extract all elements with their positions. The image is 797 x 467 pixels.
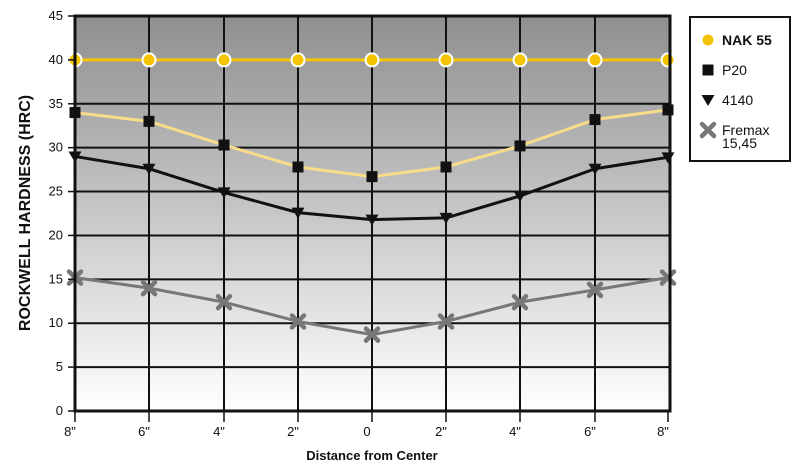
y-tick-label: 10 — [49, 315, 63, 330]
x-tick-label: 8" — [64, 424, 76, 439]
x-tick-label: 6" — [584, 424, 596, 439]
data-point-fremax-15-45 — [289, 313, 307, 330]
data-point-p20 — [292, 161, 304, 173]
y-axis-title: ROCKWELL HARDNESS (HRC) — [17, 95, 34, 331]
data-point-p20 — [589, 114, 601, 126]
series-layer — [66, 52, 677, 343]
legend-item-4140: 4140 — [701, 92, 753, 108]
x-tick-label: 6" — [138, 424, 150, 439]
legend-marker-fremax-15-45 — [699, 121, 717, 139]
data-point-4140 — [217, 187, 231, 199]
x-tick-label: 4" — [509, 424, 521, 439]
legend-item-p20: P20 — [702, 62, 747, 78]
x-axis-title: Distance from Center — [306, 448, 437, 463]
legend-label: Fremax — [722, 122, 769, 138]
data-point-4140 — [588, 163, 602, 175]
legend-marker-nak-55 — [700, 32, 716, 48]
legend-marker-p20 — [702, 64, 714, 76]
y-axis-ticks: 0 5 10 15 20 25 30 35 40 45 — [49, 8, 75, 418]
series-fremax-15-45 — [66, 269, 677, 343]
y-tick-label: 5 — [56, 359, 63, 374]
data-point-fremax-15-45 — [586, 281, 604, 299]
y-tick-label: 30 — [49, 140, 63, 155]
data-point-nak-55 — [290, 52, 306, 68]
data-point-fremax-15-45 — [511, 293, 529, 311]
data-point-fremax-15-45 — [215, 293, 233, 311]
data-point-4140 — [142, 163, 156, 175]
data-point-nak-55 — [216, 52, 232, 68]
y-tick-label: 0 — [56, 403, 63, 418]
data-point-fremax-15-45 — [659, 269, 677, 286]
x-tick-label: 4" — [213, 424, 225, 439]
data-point-p20 — [440, 161, 452, 173]
legend-label: 15,45 — [722, 135, 757, 151]
data-point-nak-55 — [438, 52, 454, 68]
data-point-4140 — [513, 190, 527, 202]
y-tick-label: 25 — [49, 184, 63, 199]
data-point-p20 — [143, 115, 155, 127]
x-axis-ticks: 8" 6" 4" 2" 0 2" 4" 6" 8" — [64, 411, 669, 439]
y-tick-label: 35 — [49, 96, 63, 111]
data-point-p20 — [366, 171, 378, 183]
y-tick-label: 40 — [49, 52, 63, 67]
data-point-nak-55 — [660, 52, 676, 68]
data-point-4140 — [365, 214, 379, 226]
x-tick-label: 2" — [287, 424, 299, 439]
series-nak-55 — [67, 52, 676, 68]
data-point-fremax-15-45 — [140, 279, 158, 297]
data-point-nak-55 — [512, 52, 528, 68]
data-point-p20 — [218, 139, 230, 151]
data-point-nak-55 — [587, 52, 603, 68]
legend-label: P20 — [722, 62, 747, 78]
data-point-nak-55 — [141, 52, 157, 68]
data-point-fremax-15-45 — [363, 326, 381, 343]
data-point-4140 — [439, 212, 453, 224]
legend-item-nak-55: NAK 55 — [700, 32, 772, 48]
legend-label: NAK 55 — [722, 32, 772, 48]
y-tick-label: 20 — [49, 227, 63, 242]
data-point-4140 — [291, 207, 305, 219]
legend-marker-4140 — [701, 95, 715, 106]
y-tick-label: 15 — [49, 271, 63, 286]
y-tick-label: 45 — [49, 8, 63, 23]
data-point-p20 — [514, 140, 526, 152]
data-point-fremax-15-45 — [437, 313, 455, 330]
x-tick-label: 8" — [657, 424, 669, 439]
legend-label: 4140 — [722, 92, 753, 108]
data-point-p20 — [662, 104, 674, 116]
x-tick-label: 2" — [435, 424, 447, 439]
data-point-nak-55 — [364, 52, 380, 68]
x-tick-label: 0 — [363, 424, 370, 439]
